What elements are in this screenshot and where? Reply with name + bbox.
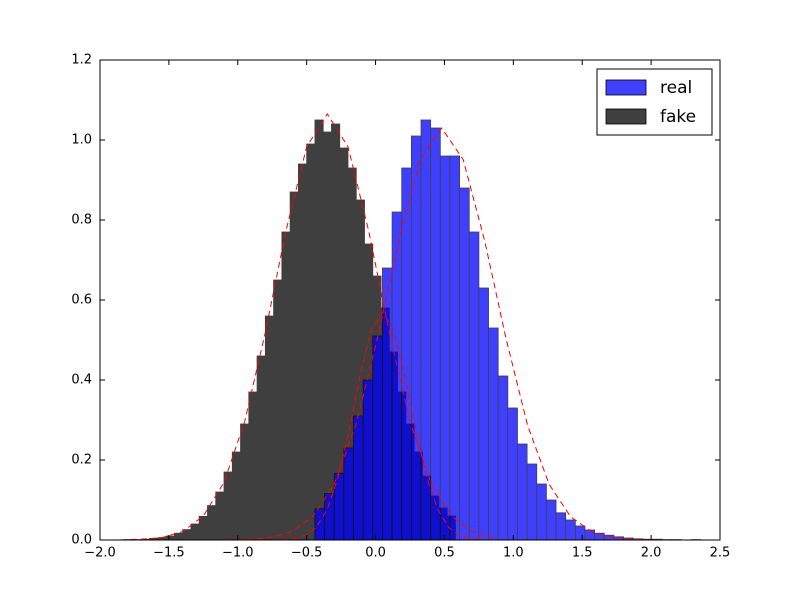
x-tick-label: 2.5 xyxy=(710,546,731,561)
legend-label: fake xyxy=(660,107,696,127)
bar xyxy=(546,499,557,541)
y-tick-label: 0.2 xyxy=(71,453,92,468)
bar xyxy=(526,463,538,541)
y-tick-label: 1.2 xyxy=(71,53,92,68)
bar xyxy=(459,187,470,541)
fit-curve xyxy=(120,113,493,541)
bar xyxy=(297,163,308,541)
fit-curve xyxy=(226,127,657,541)
bar xyxy=(165,535,175,541)
legend-label: real xyxy=(660,78,692,98)
x-tick-label: 0.5 xyxy=(434,546,455,561)
y-tick-label: 0.0 xyxy=(71,533,92,548)
bar xyxy=(324,493,335,541)
bar xyxy=(488,327,499,541)
bar xyxy=(536,483,547,541)
x-tick-label: 1.5 xyxy=(572,546,593,561)
bar xyxy=(584,529,596,541)
bar xyxy=(173,532,184,541)
bar xyxy=(555,512,567,541)
x-tick-label: −2.0 xyxy=(84,546,116,561)
x-tick-label: 0.0 xyxy=(365,546,386,561)
bar xyxy=(372,335,383,541)
fit-curve xyxy=(272,311,493,541)
bar xyxy=(198,516,208,541)
bar xyxy=(391,211,403,541)
bar xyxy=(410,135,422,541)
bar xyxy=(322,131,332,541)
bar xyxy=(468,231,480,541)
bar xyxy=(240,423,250,541)
bar xyxy=(517,443,528,541)
legend-swatch xyxy=(605,108,647,125)
bar xyxy=(362,379,374,541)
bar xyxy=(439,155,451,541)
bar xyxy=(215,491,225,541)
x-tick-label: −1.5 xyxy=(153,546,185,561)
x-tick-label: −0.5 xyxy=(291,546,323,561)
bar xyxy=(264,315,275,541)
x-tick-label: −1.0 xyxy=(222,546,254,561)
bar xyxy=(430,127,441,541)
bar xyxy=(306,143,316,541)
x-tick-label: 2.0 xyxy=(641,546,662,561)
bar xyxy=(478,287,489,541)
bar xyxy=(507,407,518,541)
bar xyxy=(231,451,241,541)
bar xyxy=(314,119,324,541)
bar xyxy=(449,155,461,541)
legend-swatch xyxy=(605,79,647,96)
bar xyxy=(190,523,200,541)
bar xyxy=(353,415,364,541)
bar xyxy=(565,519,576,541)
histogram-series xyxy=(314,119,702,541)
bar xyxy=(223,471,233,541)
bar xyxy=(497,375,509,541)
bar xyxy=(289,191,299,541)
y-tick-label: 0.8 xyxy=(71,213,92,228)
bar xyxy=(207,505,217,541)
bar xyxy=(574,525,586,541)
y-tick-label: 0.6 xyxy=(71,293,92,308)
bar xyxy=(314,508,325,541)
x-tick-label: 1.0 xyxy=(503,546,524,561)
bar xyxy=(273,279,283,541)
bar xyxy=(281,231,291,541)
bar xyxy=(248,391,258,541)
bar xyxy=(343,447,354,541)
bar xyxy=(256,355,266,541)
y-tick-label: 0.4 xyxy=(71,373,92,388)
y-tick-label: 1.0 xyxy=(71,133,92,148)
